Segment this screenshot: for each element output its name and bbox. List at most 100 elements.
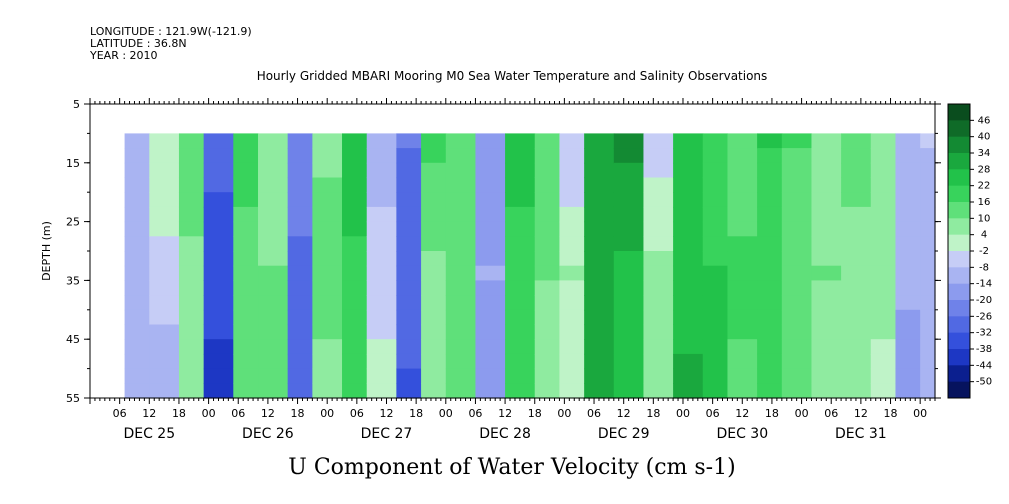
x-day-label: DEC 27 xyxy=(361,426,413,442)
x-hour-label: 00 xyxy=(439,407,453,420)
heatmap-cell xyxy=(149,339,180,355)
heatmap-cell xyxy=(870,324,897,340)
heatmap-cell xyxy=(505,148,536,164)
heatmap-cell xyxy=(475,265,506,281)
heatmap-cell xyxy=(178,280,205,296)
heatmap-cell xyxy=(702,148,729,164)
heatmap-cell xyxy=(757,309,783,326)
heatmap-cell xyxy=(702,251,729,267)
heatmap-cell xyxy=(673,206,704,223)
heatmap-cell xyxy=(342,177,368,193)
x-hour-label: 12 xyxy=(498,407,512,420)
heatmap-cell xyxy=(559,221,585,237)
heatmap-cell xyxy=(366,324,397,340)
heatmap-cell xyxy=(534,162,561,179)
heatmap-cell xyxy=(870,280,897,296)
heatmap-cell xyxy=(781,236,813,252)
heatmap-cell xyxy=(445,251,477,267)
heatmap-cell xyxy=(342,251,368,267)
heatmap-cell xyxy=(895,324,921,340)
heatmap-cell xyxy=(233,251,259,267)
heatmap-cell xyxy=(811,280,842,296)
heatmap-cell xyxy=(475,133,506,149)
colorbar-label: 22 xyxy=(978,181,991,192)
heatmap-cell xyxy=(811,324,842,340)
x-hour-label: 06 xyxy=(350,407,364,420)
heatmap-cell xyxy=(895,353,921,370)
heatmap-cell xyxy=(342,339,368,355)
colorbar-label: -50 xyxy=(976,377,992,388)
heatmap-cell xyxy=(233,221,259,237)
heatmap-cell xyxy=(312,309,343,326)
heatmap-cell xyxy=(781,383,813,399)
heatmap-cell xyxy=(258,280,289,296)
heatmap-cell xyxy=(312,265,343,281)
heatmap-cell xyxy=(757,162,783,179)
heatmap-cell xyxy=(673,280,704,296)
heatmap-cell xyxy=(287,324,313,340)
heatmap-cell xyxy=(203,162,234,179)
x-day-label: DEC 26 xyxy=(242,426,294,442)
heatmap-cell xyxy=(421,236,447,252)
heatmap-cell xyxy=(421,295,447,311)
heatmap-cell xyxy=(534,177,561,193)
heatmap-cell xyxy=(895,236,921,252)
heatmap-cell xyxy=(445,236,477,252)
heatmap-cell xyxy=(584,265,615,281)
heatmap-cell xyxy=(203,309,234,326)
colorbar-label: -14 xyxy=(976,279,992,290)
heatmap-cell xyxy=(584,339,615,355)
heatmap-cell xyxy=(149,280,180,296)
heatmap-cell xyxy=(559,251,585,267)
plot-area xyxy=(124,133,936,399)
heatmap-cell xyxy=(342,295,368,311)
heatmap-cell xyxy=(258,339,289,355)
heatmap-cell xyxy=(781,295,813,311)
latitude-label: LATITUDE : 36.8N xyxy=(90,37,187,50)
heatmap-cell xyxy=(505,353,536,370)
heatmap-cell xyxy=(258,368,289,384)
heatmap-cell xyxy=(233,177,259,193)
heatmap-cell xyxy=(178,265,205,281)
heatmap-cell xyxy=(396,309,422,326)
heatmap-cell xyxy=(673,383,704,399)
heatmap-cell xyxy=(258,148,289,164)
heatmap-cell xyxy=(584,368,615,384)
heatmap-cell xyxy=(727,368,758,384)
heatmap-cell xyxy=(233,206,259,223)
heatmap-cell xyxy=(287,206,313,223)
heatmap-cell xyxy=(920,148,936,164)
heatmap-cell xyxy=(559,265,585,281)
heatmap-cell xyxy=(505,192,536,208)
heatmap-cell xyxy=(149,221,180,237)
heatmap-cell xyxy=(643,133,674,149)
heatmap-cell xyxy=(366,265,397,281)
heatmap-cell xyxy=(149,353,180,370)
heatmap-cell xyxy=(811,206,842,223)
heatmap-cell xyxy=(396,324,422,340)
heatmap-cell xyxy=(534,295,561,311)
heatmap-cell xyxy=(149,236,180,252)
heatmap-cell xyxy=(613,251,645,267)
x-day-label: DEC 28 xyxy=(479,426,531,442)
heatmap-cell xyxy=(312,177,343,193)
heatmap-cell xyxy=(781,353,813,370)
heatmap-cell xyxy=(841,339,872,355)
heatmap-cell xyxy=(366,236,397,252)
x-hour-label: 00 xyxy=(202,407,216,420)
heatmap-cell xyxy=(920,324,936,340)
heatmap-cell xyxy=(233,133,259,149)
heatmap-cell xyxy=(702,236,729,252)
heatmap-cell xyxy=(559,236,585,252)
heatmap-cell xyxy=(613,280,645,296)
heatmap-cell xyxy=(584,192,615,208)
heatmap-cell xyxy=(673,295,704,311)
heatmap-cell xyxy=(421,177,447,193)
heatmap-cell xyxy=(643,353,674,370)
heatmap-cell xyxy=(366,221,397,237)
heatmap-cell xyxy=(312,353,343,370)
heatmap-cell xyxy=(124,265,150,281)
heatmap-cell xyxy=(727,324,758,340)
heatmap-cell xyxy=(781,251,813,267)
heatmap-cell xyxy=(781,221,813,237)
